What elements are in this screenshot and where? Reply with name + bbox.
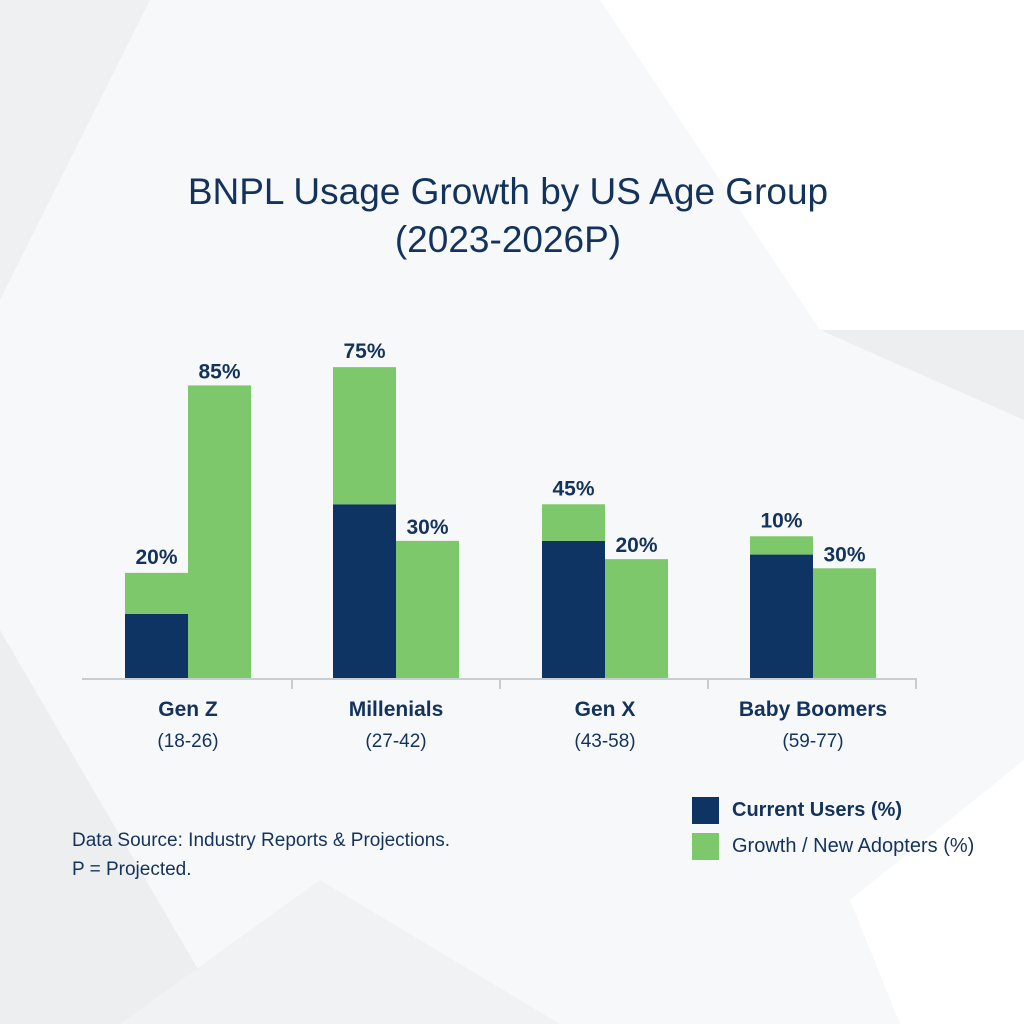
- bar-current-gen-z: [125, 614, 188, 678]
- bar-current-millenials: [333, 504, 396, 678]
- category-label-baby-boomers: Baby Boomers: [739, 698, 887, 721]
- bar-growth-stack-gen-z: [125, 572, 188, 614]
- labels-layer: 20% 85% 75% 30% 45% 20% 10% 30%: [135, 340, 865, 569]
- category-range-gen-z: (18-26): [157, 731, 218, 752]
- legend-item-growth: Growth / New Adopters (%): [692, 832, 974, 860]
- data-label-left-baby-boomers: 10%: [760, 509, 802, 532]
- chart-title: BNPL Usage Growth by US Age Group (2023-…: [0, 168, 1016, 264]
- data-label-left-millenials: 75%: [343, 340, 385, 363]
- data-label-left-gen-z: 20%: [135, 546, 177, 569]
- x-axis: Gen Z (18-26) Millenials (27-42) Gen X (43-58…: [82, 678, 917, 752]
- legend-swatch-current: [692, 796, 719, 824]
- category-label-gen-z: Gen Z: [158, 698, 218, 721]
- data-label-right-baby-boomers: 30%: [823, 543, 865, 566]
- category-label-millenials: Millenials: [349, 698, 444, 721]
- legend-swatch-growth: [692, 832, 719, 860]
- bar-current-gen-x: [542, 540, 605, 678]
- source-note-line-1: Data Source: Industry Reports & Projecti…: [72, 830, 451, 851]
- bar-growth-millenials: [396, 540, 459, 678]
- bar-growth-gen-z: [188, 385, 251, 678]
- category-range-baby-boomers: (59-77): [782, 731, 843, 752]
- bar-growth-baby-boomers: [813, 568, 876, 678]
- bar-growth-stack-baby-boomers: [750, 536, 813, 555]
- category-range-gen-x: (43-58): [574, 731, 635, 752]
- legend-label-growth: Growth / New Adopters (%): [732, 834, 975, 857]
- bar-growth-gen-x: [605, 559, 668, 678]
- chart-title-main: BNPL Usage Growth by US Age Group: [187, 171, 829, 212]
- data-label-left-gen-x: 45%: [552, 477, 594, 500]
- data-label-right-gen-x: 20%: [615, 534, 657, 557]
- data-label-right-gen-z: 85%: [198, 360, 240, 383]
- source-note-line-2: P = Projected.: [72, 859, 192, 880]
- source-note: Data Source: Industry Reports & Projecti…: [72, 826, 450, 884]
- legend: Current Users (%) Growth / New Adopters …: [692, 796, 974, 868]
- bar-growth-stack-gen-x: [542, 504, 605, 541]
- bars-layer: [125, 367, 876, 678]
- category-range-millenials: (27-42): [365, 731, 426, 752]
- data-label-right-millenials: 30%: [406, 516, 448, 539]
- bar-growth-stack-millenials: [333, 367, 396, 505]
- chart-subtitle: (2023-2026P): [394, 219, 622, 260]
- bar-current-baby-boomers: [750, 554, 813, 678]
- legend-label-current: Current Users (%): [732, 798, 903, 821]
- legend-item-current: Current Users (%): [692, 796, 974, 824]
- category-label-gen-x: Gen X: [575, 698, 636, 721]
